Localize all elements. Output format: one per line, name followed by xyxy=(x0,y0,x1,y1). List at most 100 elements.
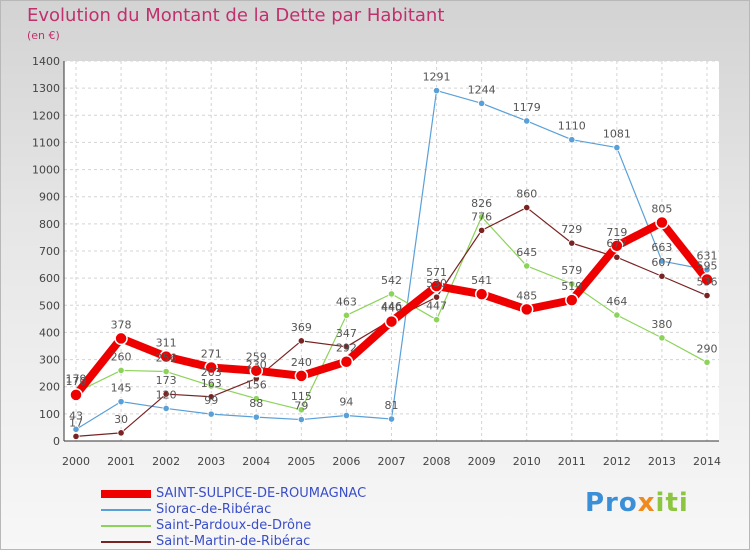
x-tick-label: 2000 xyxy=(62,455,90,468)
data-point xyxy=(162,404,170,413)
data-point xyxy=(523,262,531,270)
data-point xyxy=(703,291,711,300)
data-point xyxy=(568,280,576,288)
data-point xyxy=(432,316,441,324)
x-tick-label: 2003 xyxy=(197,455,225,468)
y-tick-label: 1200 xyxy=(32,109,60,122)
y-tick-label: 0 xyxy=(53,435,60,448)
legend-label: Saint-Martin-de-Ribérac xyxy=(156,534,311,549)
data-point xyxy=(117,366,125,375)
legend-item: Saint-Martin-de-Ribérac xyxy=(101,534,441,549)
data-label: 536 xyxy=(697,276,718,289)
data-point xyxy=(384,314,399,329)
data-point xyxy=(339,354,354,369)
data-label: 380 xyxy=(651,318,672,331)
data-label: 290 xyxy=(697,342,718,355)
data-point xyxy=(565,293,579,307)
data-point xyxy=(159,349,173,364)
data-label: 485 xyxy=(516,289,537,302)
data-point xyxy=(297,406,305,414)
data-point xyxy=(655,215,669,230)
data-label: 530 xyxy=(426,277,447,290)
data-point xyxy=(207,393,215,401)
x-tick-label: 2001 xyxy=(107,455,135,468)
x-tick-label: 2013 xyxy=(648,455,676,468)
data-label: 826 xyxy=(471,197,492,210)
data-point xyxy=(297,415,305,424)
data-label: 541 xyxy=(471,274,492,287)
data-label: 88 xyxy=(249,397,263,410)
data-label: 447 xyxy=(426,300,447,313)
x-tick-label: 2008 xyxy=(423,455,451,468)
data-point xyxy=(523,117,531,125)
legend-label: Saint-Pardoux-de-Drône xyxy=(156,518,312,533)
data-label: 645 xyxy=(516,246,537,259)
data-label: 79 xyxy=(294,400,308,413)
data-label: 256 xyxy=(156,352,177,365)
y-tick-label: 200 xyxy=(39,381,60,394)
legend-swatch-saint-martin xyxy=(101,541,151,543)
x-tick-label: 2007 xyxy=(378,455,406,468)
data-point xyxy=(294,369,309,383)
x-tick-label: 2006 xyxy=(332,455,360,468)
y-tick-label: 1100 xyxy=(32,136,60,149)
legend: SAINT-SULPICE-DE-ROUMAGNAC Siorac-de-Rib… xyxy=(101,486,441,549)
data-label: 94 xyxy=(339,395,353,408)
y-tick-label: 800 xyxy=(39,218,60,231)
data-label: 378 xyxy=(111,318,132,331)
y-tick-label: 300 xyxy=(39,354,60,367)
data-point xyxy=(658,272,666,280)
data-label: 369 xyxy=(291,321,312,334)
data-point xyxy=(207,410,215,418)
data-point xyxy=(523,203,531,212)
data-label: 1179 xyxy=(513,101,541,114)
y-tick-label: 1000 xyxy=(32,164,60,177)
data-point xyxy=(387,415,396,423)
y-tick-label: 900 xyxy=(39,191,60,204)
data-point xyxy=(613,253,621,261)
y-tick-label: 1400 xyxy=(32,55,60,68)
x-tick-label: 2014 xyxy=(693,455,721,468)
data-point xyxy=(432,86,441,95)
y-tick-label: 400 xyxy=(39,326,60,339)
data-label: 292 xyxy=(336,342,357,355)
data-label: 156 xyxy=(246,379,267,392)
data-point xyxy=(249,363,264,378)
y-tick-label: 600 xyxy=(39,272,60,285)
data-point xyxy=(342,411,351,420)
data-label: 519 xyxy=(561,280,582,293)
x-tick-label: 2005 xyxy=(287,455,315,468)
data-label: 631 xyxy=(697,250,718,263)
data-point xyxy=(429,279,444,293)
data-label: 1081 xyxy=(603,128,631,141)
legend-label: SAINT-SULPICE-DE-ROUMAGNAC xyxy=(156,486,367,501)
y-tick-label: 500 xyxy=(39,299,60,312)
data-label: 464 xyxy=(606,295,627,308)
data-label: 719 xyxy=(606,226,627,239)
legend-label: Siorac-de-Ribérac xyxy=(156,502,272,517)
data-point xyxy=(613,143,621,152)
data-point xyxy=(432,293,441,301)
y-tick-label: 700 xyxy=(39,245,60,258)
data-label: 260 xyxy=(111,350,132,363)
data-label: 607 xyxy=(651,256,672,269)
legend-item: Siorac-de-Ribérac xyxy=(101,502,441,518)
data-label: 17 xyxy=(69,416,83,429)
data-label: 163 xyxy=(201,377,222,390)
data-label: 595 xyxy=(697,260,718,273)
data-label: 446 xyxy=(381,300,402,313)
data-point xyxy=(207,382,215,390)
data-label: 115 xyxy=(291,390,312,403)
data-label: 203 xyxy=(201,366,222,379)
chart-title: Evolution du Montant de la Dette par Hab… xyxy=(27,5,445,26)
data-label: 440 xyxy=(381,302,402,315)
data-label: 30 xyxy=(114,413,128,426)
data-label: 579 xyxy=(561,264,582,277)
data-point xyxy=(117,429,125,437)
data-label: 663 xyxy=(651,241,672,254)
legend-item: Saint-Pardoux-de-Drône xyxy=(101,518,441,534)
data-label: 43 xyxy=(69,409,83,422)
data-label: 173 xyxy=(156,374,177,387)
